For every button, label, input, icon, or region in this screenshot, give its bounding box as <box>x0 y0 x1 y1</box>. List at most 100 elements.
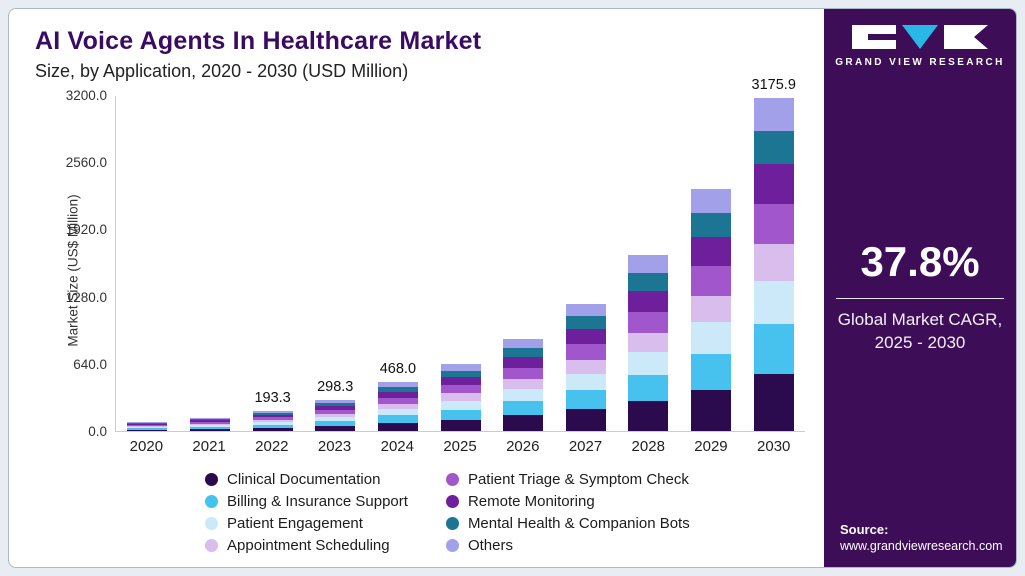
page-title: AI Voice Agents In Healthcare Market <box>35 27 482 55</box>
bar-2030: 3175.9 <box>742 77 805 431</box>
x-tick-2022: 2022 <box>255 438 289 455</box>
stacked-bar <box>565 303 606 431</box>
logo-g-glyph <box>852 25 896 49</box>
bar-segment <box>503 357 544 369</box>
bar-segment <box>252 427 293 431</box>
cagr-value: 37.8% <box>860 238 980 285</box>
bar-segment <box>315 421 356 426</box>
bar-segment <box>127 424 168 426</box>
stacked-bar <box>691 189 732 431</box>
bar-segment <box>127 423 168 425</box>
legend-label: Patient Triage & Symptom Check <box>467 471 689 488</box>
bar-segment <box>565 359 606 374</box>
bar-segment <box>503 338 544 348</box>
legend-item: Patient Triage & Symptom Check <box>445 471 690 488</box>
bar-segment <box>127 425 168 427</box>
bar-segment <box>189 420 230 423</box>
x-tick-2026: 2026 <box>506 438 540 455</box>
gvr-logo-icon <box>852 25 988 49</box>
legend-label: Mental Health & Companion Bots <box>467 515 690 532</box>
bar-segment <box>503 389 544 402</box>
bar-segment <box>691 353 732 390</box>
bar-segment <box>315 399 356 403</box>
cagr-caption-line2: 2025 - 2030 <box>874 332 966 352</box>
x-tick-2030: 2030 <box>757 438 791 455</box>
bar-segment <box>440 400 481 410</box>
bar-segment <box>753 244 794 281</box>
legend-item: Appointment Scheduling <box>205 537 408 554</box>
bar-segment <box>440 363 481 371</box>
bar-segment <box>753 204 794 245</box>
bar-2020 <box>116 96 179 431</box>
x-tick-2025: 2025 <box>443 438 477 455</box>
stacked-bar <box>315 399 356 431</box>
bar-segment <box>628 374 669 402</box>
bar-segment <box>753 374 794 431</box>
bar-segment <box>377 386 418 392</box>
bar-segment <box>691 189 732 214</box>
cagr-caption-line1: Global Market CAGR, <box>837 310 1003 329</box>
stacked-bar <box>377 381 418 431</box>
bar-segment <box>252 410 293 413</box>
bar-segment <box>252 419 293 422</box>
bar-2027 <box>554 96 617 431</box>
x-tick-2023: 2023 <box>317 438 352 455</box>
bar-segment <box>315 406 356 410</box>
bar-segment <box>127 428 168 430</box>
bar-segment <box>565 303 606 317</box>
bar-segment <box>565 409 606 431</box>
bar-segment <box>503 379 544 390</box>
bar-2024: 468.0 <box>367 96 430 431</box>
bar-segment <box>628 401 669 431</box>
bar-2028 <box>617 96 680 431</box>
x-axis-labels: 2020 2021 2022 2023 2024 2025 2026 2027 2028 2029… <box>115 438 805 455</box>
page-subtitle: Size, by Application, 2020 - 2030 (USD M… <box>35 61 409 81</box>
bar-segment <box>315 413 356 417</box>
stacked-bar <box>753 97 794 431</box>
stacked-bar <box>628 255 669 431</box>
bar-segment <box>628 332 669 353</box>
y-tick: 0.0 <box>88 424 107 439</box>
bar-segment <box>252 424 293 428</box>
y-tick: 640.0 <box>73 356 107 372</box>
bar-segment <box>127 427 168 429</box>
legend-label: Patient Engagement <box>227 515 363 532</box>
divider <box>836 298 1004 299</box>
sidebar-panel: GRAND VIEW RESEARCH 37.8% Global Market … <box>824 9 1016 567</box>
bar-segment <box>691 322 732 354</box>
bar-segment <box>628 255 669 274</box>
bar-total-label: 3175.9 <box>751 76 796 93</box>
logo-v-glyph <box>902 25 938 49</box>
cagr-stat: 37.8% Global Market CAGR, 2025 - 2030 <box>834 238 1006 355</box>
bar-segment <box>127 422 168 424</box>
legend-item: Others <box>445 537 690 554</box>
bar-segment <box>565 329 606 345</box>
chart-main: AI Voice Agents In Healthcare Market Siz… <box>9 9 824 567</box>
legend-column: Clinical Documentation Billing & Insuranc… <box>205 471 408 554</box>
legend-item: Clinical Documentation <box>205 471 408 488</box>
bar-segment <box>753 164 794 205</box>
bar-segment <box>440 385 481 394</box>
bar-segment <box>565 390 606 410</box>
legend-dot-icon <box>445 539 459 552</box>
legend-label: Appointment Scheduling <box>227 537 390 554</box>
legend-dot-icon <box>205 539 218 552</box>
y-tick: 1280.0 <box>65 289 107 305</box>
bar-segment <box>503 415 544 431</box>
bar-segment <box>189 423 230 426</box>
bar-segment <box>189 425 230 427</box>
bar-segment <box>189 428 230 431</box>
plot-area: 193.3 298.3 468.0 3175.9 <box>115 77 805 432</box>
bar-segment <box>628 311 669 333</box>
bar-segment <box>503 368 544 380</box>
x-tick-2028: 2028 <box>631 438 665 455</box>
y-tick: 1920.0 <box>65 222 107 238</box>
legend-column: Patient Triage & Symptom Check Remote Mon… <box>445 471 690 554</box>
bar-segment <box>189 419 230 421</box>
y-tick: 2560.0 <box>65 155 107 171</box>
source-url: www.grandviewresearch.com <box>840 539 1003 553</box>
bar-segment <box>565 316 606 330</box>
legend-dot-icon <box>445 495 459 508</box>
legend-item: Mental Health & Companion Bots <box>445 515 690 532</box>
bar-segment <box>440 377 481 386</box>
